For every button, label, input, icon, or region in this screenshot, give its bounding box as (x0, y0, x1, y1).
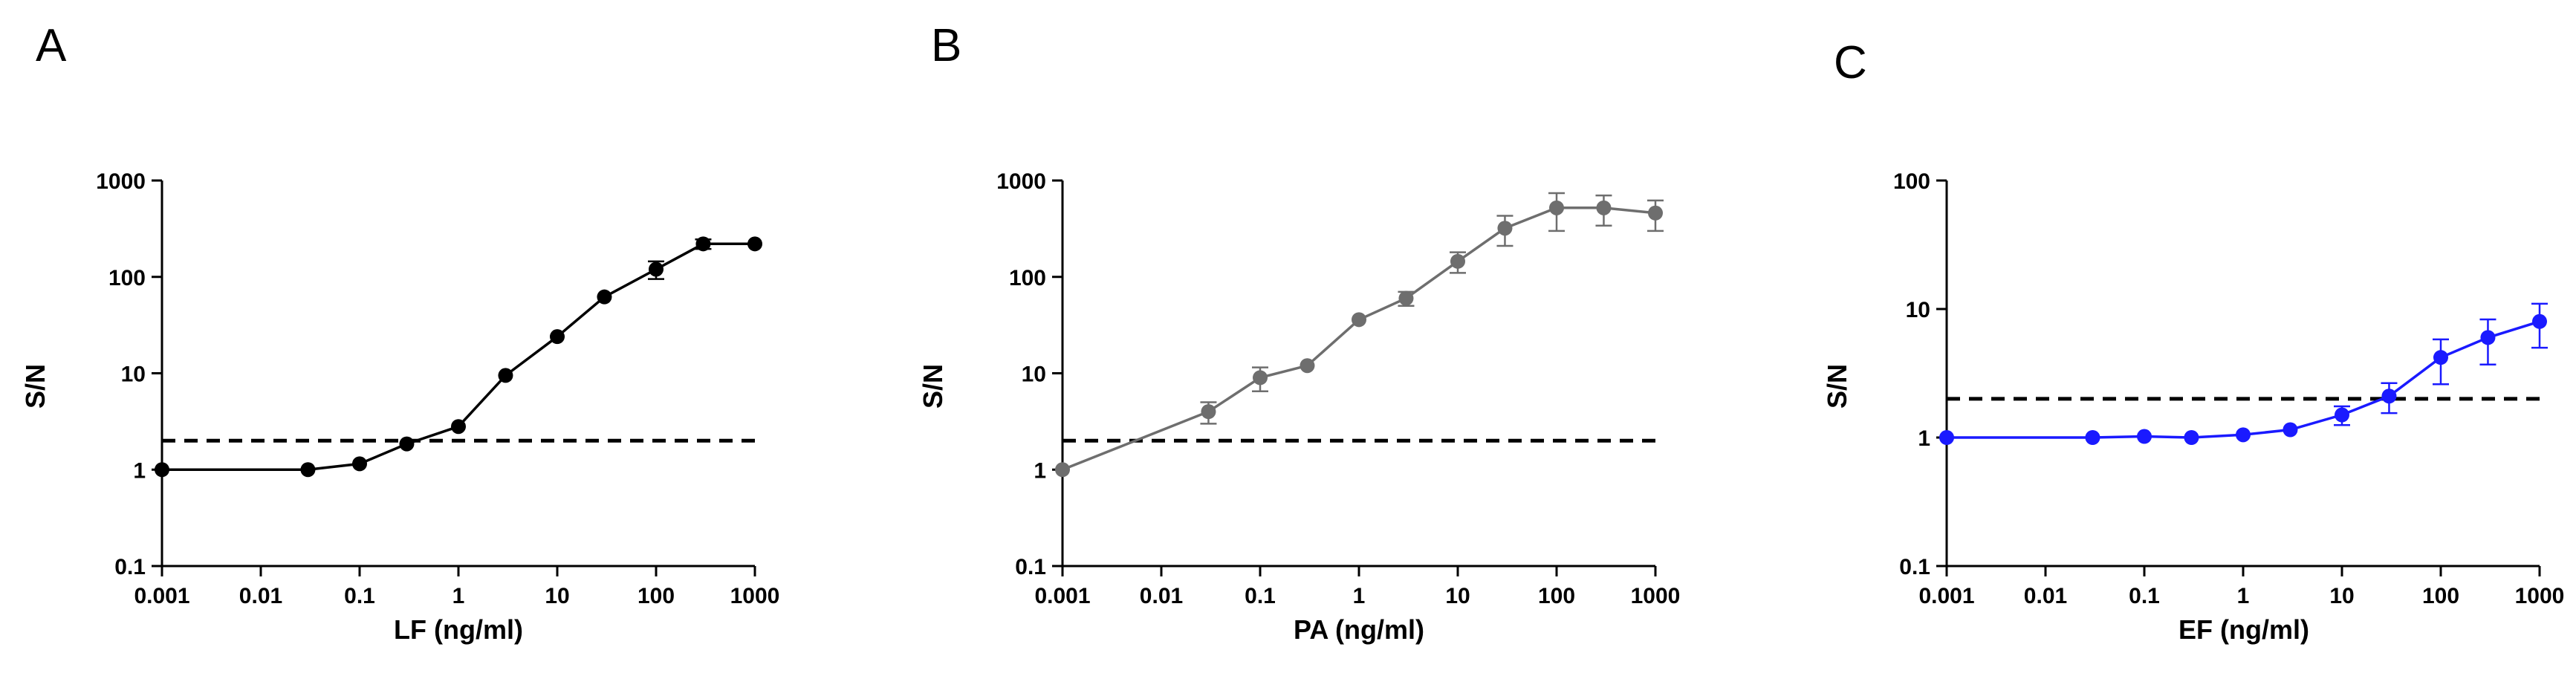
data-point (2184, 430, 2199, 445)
y-tick-label: 0.1 (1015, 555, 1046, 579)
plot-area: 0.1 1 10 100 0.001 0.01 0.1 1 10 100 1000 (1893, 169, 2564, 608)
x-tick-label: 1 (452, 584, 465, 608)
x-tick-label: 0.1 (1245, 584, 1276, 608)
x-tick-label: 1 (1353, 584, 1366, 608)
data-point (1549, 200, 1564, 215)
y-axis-label: S/N (20, 364, 51, 409)
data-point (498, 368, 513, 383)
y-axis-label: S/N (918, 364, 948, 409)
y-tick-label: 0.1 (1899, 555, 1930, 579)
x-tick-label: 0.01 (239, 584, 282, 608)
data-point (2433, 350, 2448, 365)
x-tick-label: 0.001 (134, 584, 189, 608)
x-tick-label: 100 (2422, 584, 2459, 608)
series-line (1062, 207, 1656, 471)
x-axis-label: PA (ng/ml) (1294, 614, 1424, 645)
panel-c: C S/N EF (ng/ml) 0.1 1 10 100 0.001 0.01 0.1 1 1… (1822, 37, 2564, 645)
x-axis-label: EF (ng/ml) (2178, 614, 2309, 645)
data-point (597, 289, 612, 305)
data-point (451, 419, 466, 435)
plot-area: 0.1 1 10 100 1000 0.001 0.01 0.1 1 10 100 1000 (996, 169, 1680, 608)
data-point (2381, 388, 2397, 404)
data-point (747, 236, 762, 252)
y-tick-label: 1000 (96, 169, 146, 194)
data-point (1300, 358, 1315, 374)
data-point (1648, 205, 1663, 221)
y-tick-label: 1 (133, 458, 146, 483)
y-tick-label: 1 (1034, 458, 1046, 483)
data-point (352, 456, 367, 472)
x-tick-label: 0.01 (1140, 584, 1183, 608)
x-tick-label: 0.001 (1034, 584, 1090, 608)
data-point (695, 236, 711, 252)
y-tick-label: 100 (108, 266, 146, 290)
x-axis-label: LF (ng/ml) (394, 614, 523, 645)
y-tick-label: 100 (1009, 266, 1046, 290)
y-axis-label: S/N (1822, 364, 1852, 409)
data-point (2137, 429, 2152, 444)
y-tick-label: 0.1 (114, 555, 146, 579)
panel-letter: C (1834, 37, 1867, 88)
data-point (2085, 430, 2100, 445)
series-line (162, 242, 755, 472)
y-tick-label: 10 (121, 362, 146, 387)
y-tick-label: 10 (1906, 298, 1930, 322)
data-point (2236, 427, 2251, 443)
series-line (1947, 320, 2540, 439)
y-tick-label: 100 (1893, 169, 1930, 194)
x-tick-label: 1 (2237, 584, 2250, 608)
y-tick-label: 1 (1918, 426, 1930, 451)
data-point (1596, 200, 1612, 215)
x-tick-label: 0.001 (1918, 584, 1974, 608)
data-point (1253, 370, 1268, 386)
x-tick-label: 1000 (2515, 584, 2565, 608)
data-point (1450, 253, 1465, 269)
x-tick-label: 100 (637, 584, 675, 608)
x-tick-label: 1000 (730, 584, 780, 608)
x-tick-label: 1000 (1631, 584, 1681, 608)
data-point (1939, 430, 1954, 445)
x-tick-label: 10 (1445, 584, 1470, 608)
data-point (1352, 312, 1366, 328)
x-tick-label: 0.1 (344, 584, 375, 608)
data-point (1497, 221, 1513, 236)
data-point (300, 462, 316, 478)
y-tick-label: 10 (1022, 362, 1046, 387)
data-point (399, 436, 415, 452)
plot-area: 0.1 1 10 100 1000 0.001 0.01 0.1 1 10 100 1000 (96, 169, 779, 608)
data-point (2283, 422, 2298, 438)
data-point (550, 329, 565, 345)
y-tick-label: 1000 (996, 169, 1046, 194)
panel-letter: A (36, 20, 67, 71)
data-point (649, 261, 664, 277)
x-tick-label: 10 (545, 584, 569, 608)
data-point (1201, 404, 1216, 420)
data-point (1055, 462, 1070, 478)
x-tick-label: 0.01 (2024, 584, 2067, 608)
data-point (2335, 407, 2349, 423)
x-tick-label: 0.1 (2129, 584, 2160, 608)
data-point (2532, 313, 2547, 329)
panel-letter: B (931, 20, 961, 71)
data-point (2480, 330, 2496, 345)
x-tick-label: 100 (1538, 584, 1575, 608)
data-point (155, 462, 169, 478)
data-point (1398, 290, 1414, 306)
x-tick-label: 10 (2329, 584, 2354, 608)
